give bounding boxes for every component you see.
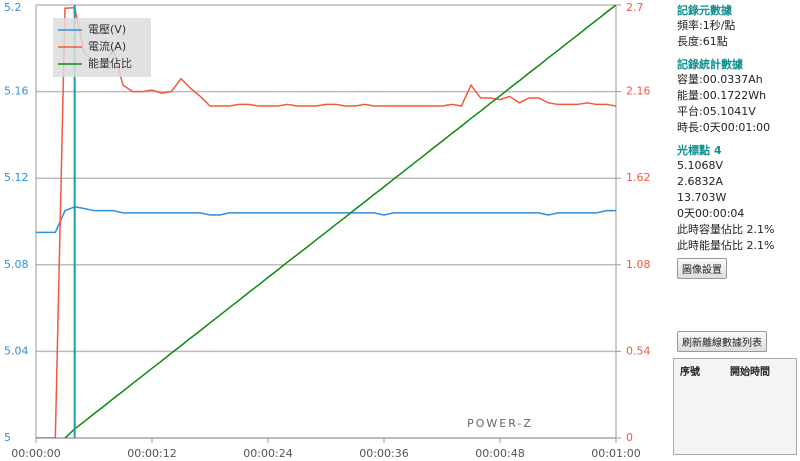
panel-line: 5.1068V <box>677 159 724 172</box>
legend-label: 電壓(V) <box>88 23 126 36</box>
panel-line: 能量:00.1722Wh <box>677 89 767 102</box>
legend-label: 能量佔比 <box>88 56 132 70</box>
table-header: 序號 <box>680 367 700 378</box>
panel-line: 時長:0天00:01:00 <box>677 121 771 134</box>
stats-list: 容量:00.0337Ah 能量:00.1722Wh 平台:05.1041V 時長:0天… <box>677 72 800 136</box>
panel-line: 0天00:00:04 <box>677 207 745 220</box>
y-tick-label: 5.16 <box>4 85 29 98</box>
logo: POWER-Z <box>467 417 533 430</box>
series-line <box>64 5 616 438</box>
panel-line: 此時容量佔比 2.1% <box>677 223 775 236</box>
legend-label: 電流(A) <box>88 39 126 53</box>
record-table: 序號 開始時間 <box>673 358 797 455</box>
panel-line: 頻率:1秒/點 <box>677 19 736 32</box>
cursor-list: 5.1068V 2.6832A 13.703W 0天00:00:04 此時容量佔比 2.… <box>677 158 800 254</box>
meta-list: 頻率:1秒/點 長度:61點 <box>677 18 800 50</box>
y-tick-label: 5.04 <box>4 344 29 357</box>
x-tick-label: 00:01:00 <box>591 447 640 460</box>
section-title: 記錄統計數據 <box>677 58 743 71</box>
y2-tick-label: 2.16 <box>626 85 651 98</box>
panel-line: 長度:61點 <box>677 35 728 48</box>
y-tick-label: 5.08 <box>4 258 29 271</box>
y-tick-label: 5.12 <box>4 171 29 184</box>
panel-line: 此時能量佔比 2.1% <box>677 239 775 252</box>
y2-tick-label: 1.62 <box>626 171 651 184</box>
panel-line: 2.6832A <box>677 175 724 188</box>
chart: 5 5.04 5.08 5.12 5.16 5.2 0 0.54 1.08 1.62 2.16 2.7… <box>4 1 651 460</box>
y2-tick-label: 1.08 <box>626 258 651 271</box>
y2-tick-label: 2.7 <box>626 1 644 14</box>
panel-line: 平台:05.1041V <box>677 105 756 118</box>
x-tick-label: 00:00:12 <box>127 447 176 460</box>
y-tick-label: 5.2 <box>4 1 22 14</box>
table-header: 開始時間 <box>730 367 770 378</box>
series-line <box>36 206 616 234</box>
y-tick-label: 5 <box>4 431 11 444</box>
x-tick-label: 00:00:00 <box>11 447 60 460</box>
side-panel: 記錄元數據 頻率:1秒/點 長度:61點 記錄統計數據 容量:00.0337Ah 能… <box>673 0 800 455</box>
series-line <box>36 6 616 438</box>
x-tick-label: 00:00:24 <box>243 447 292 460</box>
section-title: 記錄元數據 <box>677 4 732 17</box>
section-title: 光標點 4 <box>677 144 722 157</box>
image-settings-button[interactable]: 圖像設置 <box>677 258 727 279</box>
y2-tick-label: 0.54 <box>626 344 651 357</box>
x-tick-label: 00:00:48 <box>475 447 524 460</box>
refresh-button[interactable]: 刷新離線數據列表 <box>677 331 767 352</box>
panel-line: 13.703W <box>677 191 727 204</box>
panel-line: 容量:00.0337Ah <box>677 73 763 86</box>
y2-tick-label: 0 <box>626 431 633 444</box>
x-tick-label: 00:00:36 <box>359 447 408 460</box>
